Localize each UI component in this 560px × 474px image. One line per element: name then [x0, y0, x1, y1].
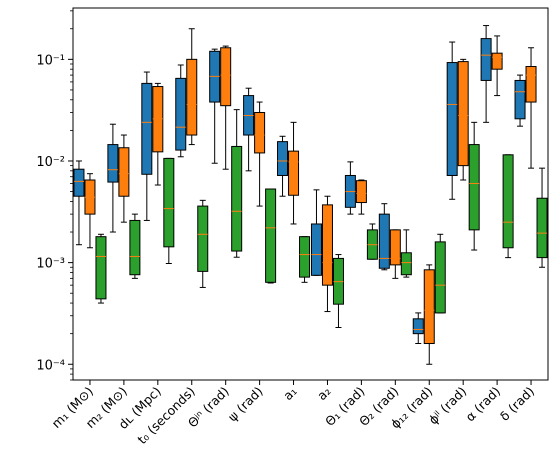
box-group — [468, 121, 480, 251]
box-group — [366, 223, 378, 260]
box-body — [400, 252, 412, 276]
box-group — [231, 109, 243, 258]
box-group — [525, 47, 537, 169]
box-group — [536, 167, 548, 268]
box-group — [243, 87, 255, 172]
box-body — [525, 66, 537, 103]
box-group — [118, 134, 130, 223]
box-group — [389, 229, 401, 279]
box-group — [378, 203, 390, 271]
y-tick-label: 10⁻² — [36, 155, 65, 170]
box-group — [152, 82, 164, 186]
box-group — [107, 123, 119, 233]
box-body — [310, 223, 322, 276]
box-body — [457, 61, 469, 167]
box-group — [423, 264, 435, 365]
box-body — [107, 144, 119, 183]
box-body — [468, 144, 480, 231]
box-marks — [73, 25, 548, 365]
box-group — [141, 71, 153, 221]
box-body — [163, 157, 175, 248]
box-group — [299, 236, 311, 283]
box-body — [141, 82, 153, 175]
box-group — [129, 213, 141, 279]
box-body — [265, 188, 277, 283]
box-body — [423, 269, 435, 345]
box-group — [220, 45, 232, 170]
box-body — [277, 141, 289, 176]
box-body — [321, 204, 333, 286]
box-group — [344, 161, 356, 215]
box-group — [254, 101, 266, 207]
box-group — [277, 135, 289, 197]
box-body — [95, 236, 107, 300]
box-body — [355, 180, 367, 204]
box-group — [197, 199, 209, 288]
box-body — [491, 52, 503, 70]
box-body — [536, 197, 548, 259]
box-body — [118, 147, 130, 197]
box-group — [514, 74, 526, 127]
plot-frame — [72, 7, 549, 381]
box-group — [209, 48, 221, 164]
box-body — [378, 213, 390, 269]
box-group — [175, 64, 187, 158]
box-group — [491, 35, 503, 97]
box-body — [480, 38, 492, 81]
box-body — [412, 318, 424, 335]
y-tick-label: 10⁻³ — [36, 257, 65, 272]
box-group — [163, 157, 175, 265]
box-body — [389, 229, 401, 266]
box-group — [434, 233, 446, 314]
box-group — [400, 229, 412, 278]
y-tick-label: 10⁻⁴ — [36, 358, 65, 373]
y-tick-label: 10⁻¹ — [36, 53, 65, 68]
box-group — [310, 189, 322, 276]
box-body — [288, 150, 300, 196]
box-body — [231, 145, 243, 252]
box-body — [514, 79, 526, 120]
box-group — [332, 254, 344, 328]
box-group — [502, 154, 514, 259]
box-body — [175, 77, 187, 151]
box-body — [434, 241, 446, 314]
box-group — [321, 195, 333, 313]
box-group — [186, 28, 198, 146]
box-group — [73, 160, 85, 246]
box-body — [197, 205, 209, 272]
box-group — [265, 188, 277, 284]
box-body — [73, 168, 85, 197]
box-group — [412, 312, 424, 345]
box-body — [186, 58, 198, 136]
box-body — [299, 236, 311, 278]
box-body — [129, 219, 141, 276]
box-group — [457, 58, 469, 181]
box-body — [220, 47, 232, 107]
box-group — [95, 233, 107, 304]
box-group — [480, 25, 492, 123]
box-group — [355, 179, 367, 215]
box-group — [446, 41, 458, 200]
box-group — [84, 173, 96, 249]
box-body — [254, 111, 266, 154]
box-body — [446, 62, 458, 176]
box-body — [502, 154, 514, 249]
box-group — [288, 121, 300, 225]
